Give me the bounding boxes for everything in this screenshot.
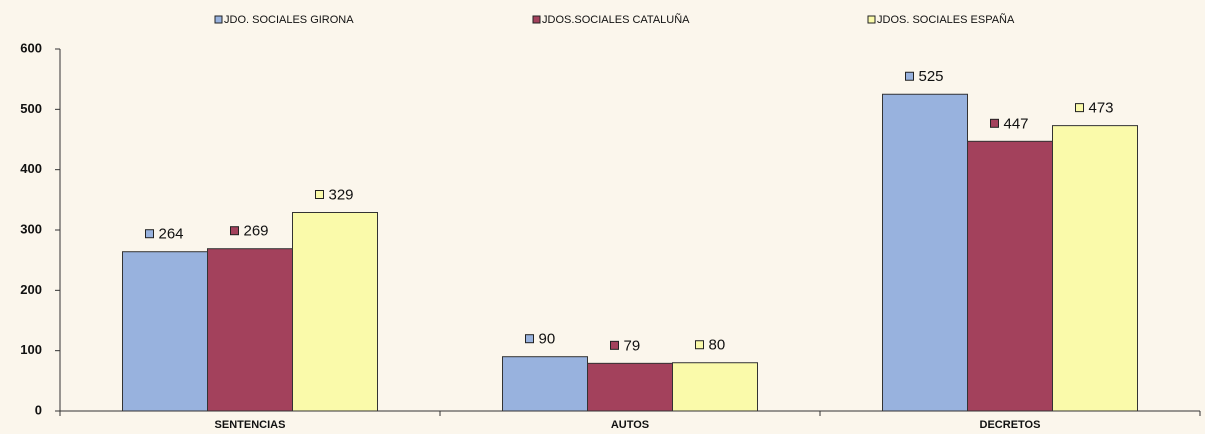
value-label: 525 <box>919 68 944 85</box>
x-tick-label: AUTOS <box>611 419 649 431</box>
x-tick-label: SENTENCIAS <box>215 419 286 431</box>
value-marker <box>525 334 534 344</box>
value-marker <box>695 340 704 350</box>
bar <box>587 362 673 412</box>
y-tick-label: 600 <box>20 40 42 55</box>
value-label: 473 <box>1089 100 1114 117</box>
legend-label: JDOS.SOCIALES CATALUÑA <box>542 13 690 26</box>
y-tick-label: 400 <box>20 161 42 176</box>
bar <box>292 212 378 412</box>
legend-marker <box>867 15 876 24</box>
value-label: 269 <box>244 223 269 240</box>
y-tick-label: 500 <box>20 101 42 116</box>
y-tick-label: 200 <box>20 282 42 297</box>
value-marker <box>315 190 324 200</box>
value-label: 447 <box>1004 115 1029 132</box>
y-tick-label: 100 <box>20 342 42 357</box>
x-tick-label: DECRETOS <box>980 419 1041 431</box>
y-tick-label: 300 <box>20 221 42 236</box>
value-label: 79 <box>624 337 641 354</box>
value-marker <box>990 118 999 128</box>
bar <box>967 140 1053 412</box>
value-marker <box>1075 103 1084 113</box>
value-label: 264 <box>159 226 184 243</box>
value-marker <box>145 229 154 239</box>
bar <box>502 356 588 412</box>
y-tick-label: 0 <box>35 402 42 417</box>
value-marker <box>905 71 914 81</box>
value-label: 80 <box>709 337 726 354</box>
legend-marker <box>532 15 541 24</box>
bar <box>207 248 293 412</box>
value-label: 90 <box>539 331 556 348</box>
legend-label: JDOS. SOCIALES ESPAÑA <box>877 13 1015 26</box>
bar <box>672 362 758 412</box>
bar <box>122 251 208 412</box>
value-marker <box>610 340 619 350</box>
value-marker <box>230 226 239 236</box>
legend-label: JDO. SOCIALES GIRONA <box>224 14 354 26</box>
bar <box>1052 125 1138 412</box>
value-label: 329 <box>329 186 354 203</box>
bar <box>882 93 968 412</box>
legend-marker <box>214 15 223 24</box>
